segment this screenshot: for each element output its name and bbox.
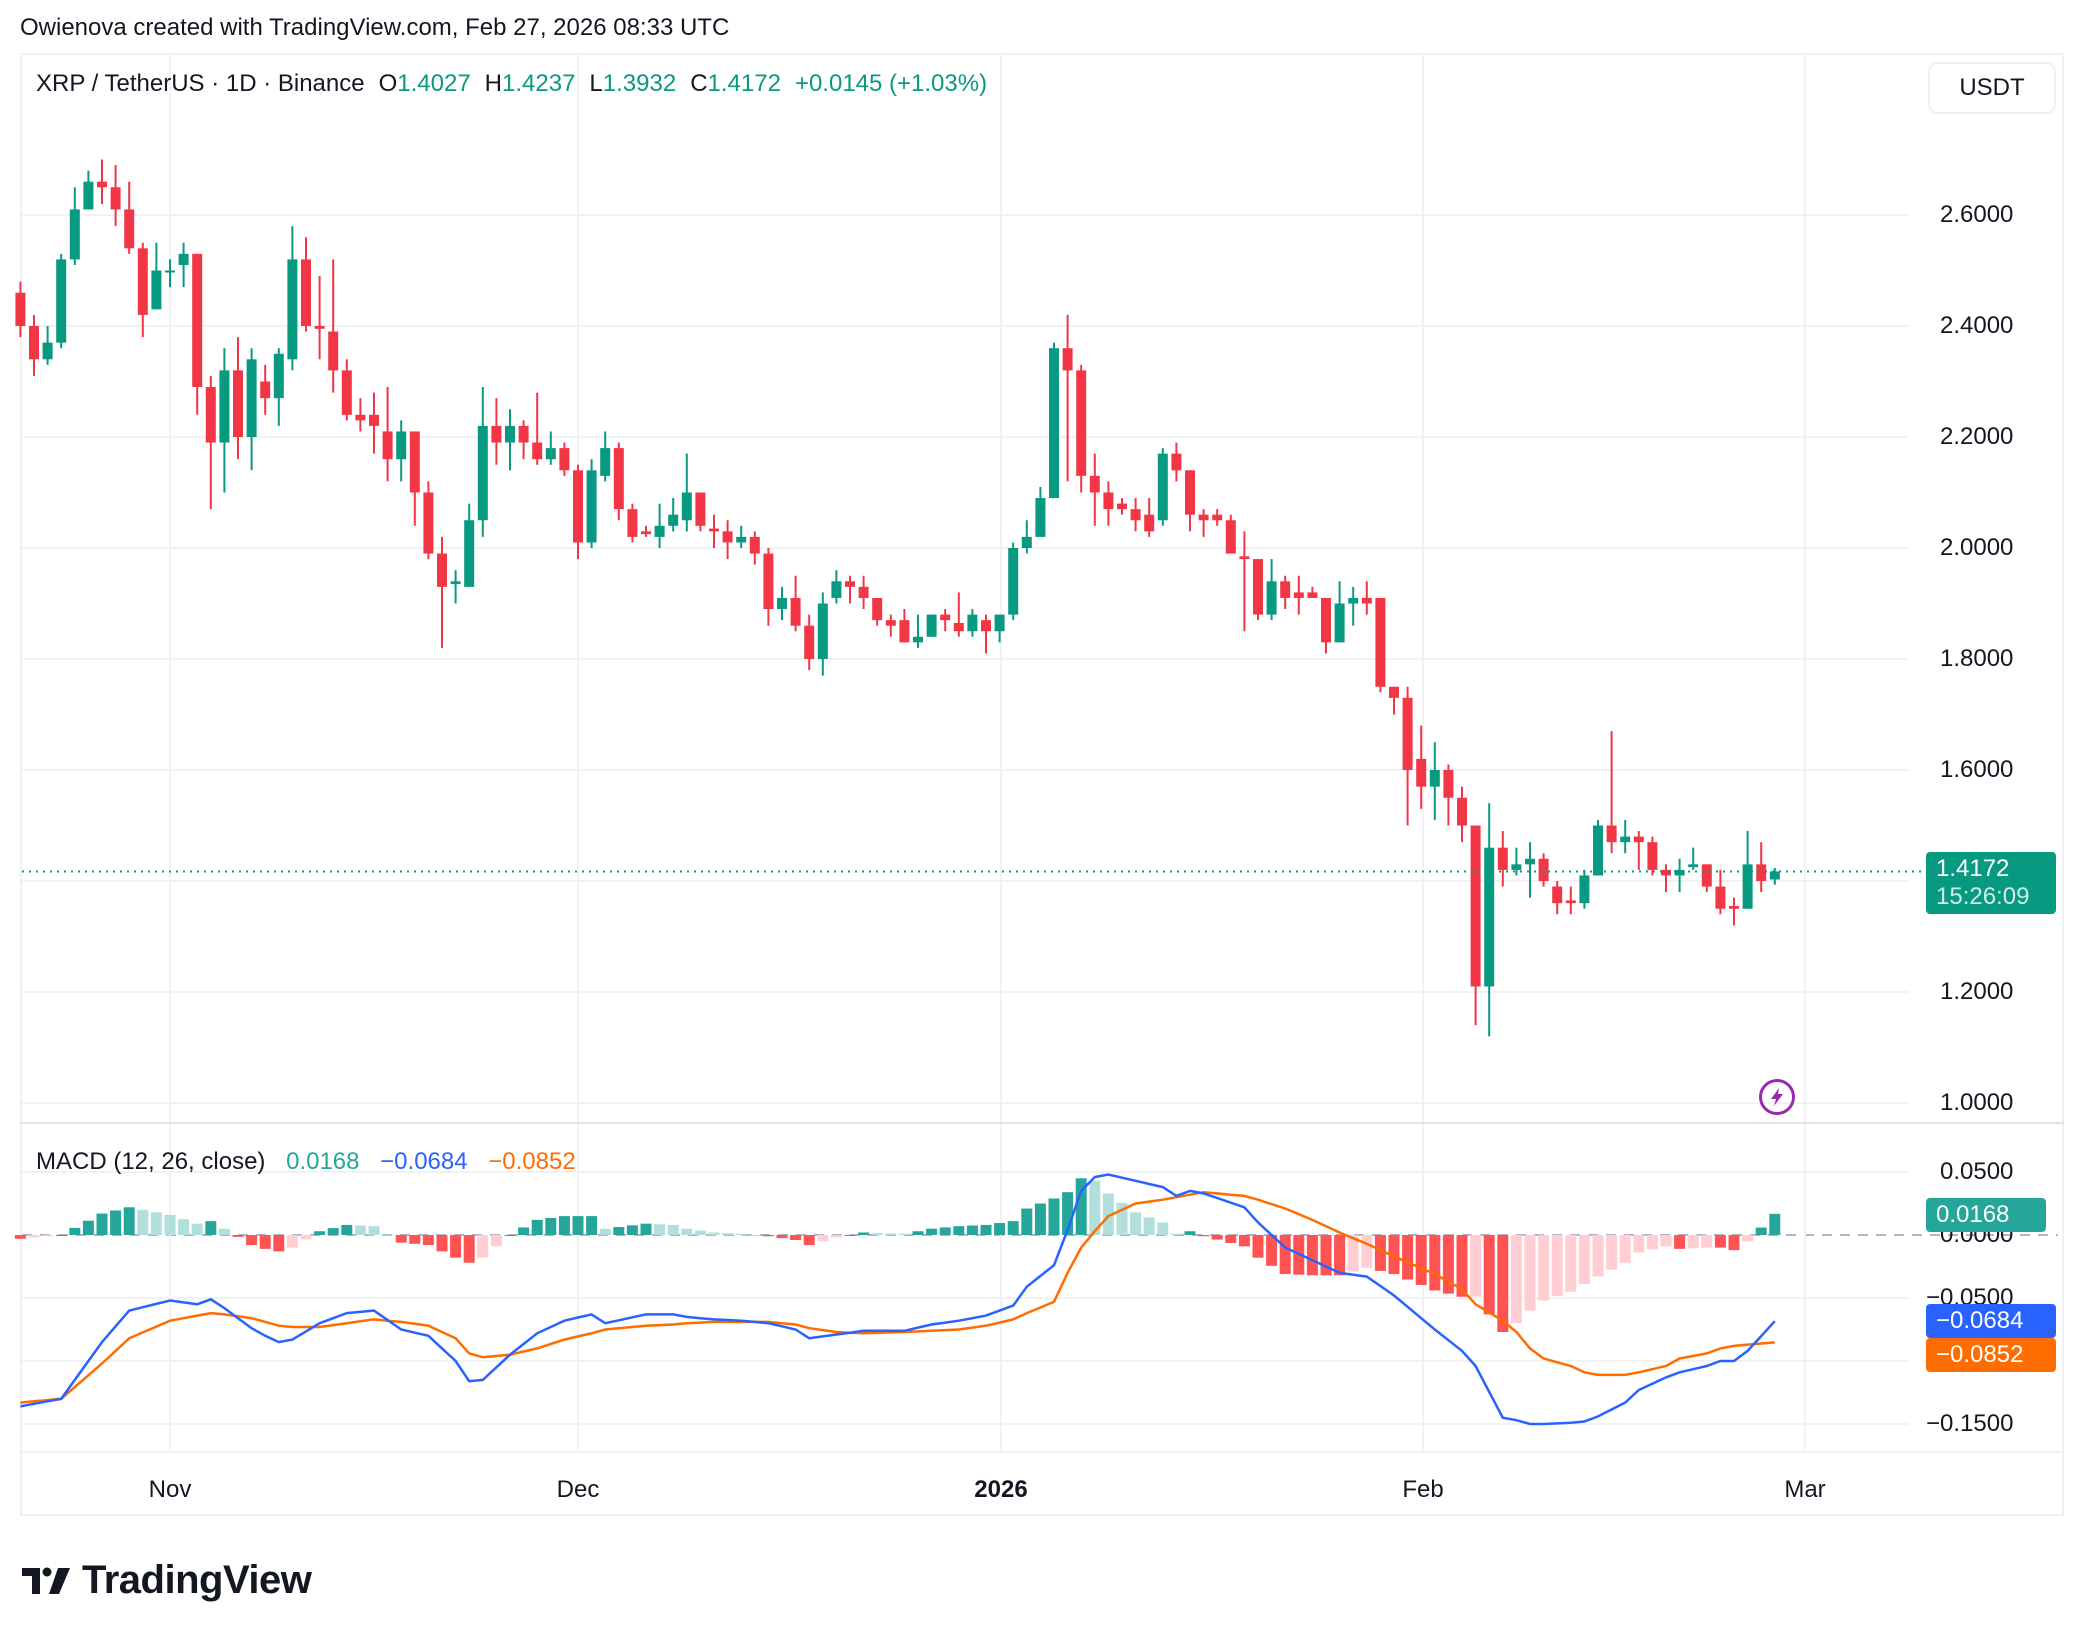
price-axis-label: 1.8000: [1940, 645, 2014, 672]
current-price: 1.4172: [1936, 855, 2010, 882]
time-axis-label: Mar: [1784, 1476, 1826, 1503]
price-axis-label: 1.6000: [1940, 756, 2014, 783]
price-axis-label: 2.2000: [1940, 423, 2014, 450]
time-axis-label: 2026: [974, 1476, 1028, 1503]
macd-line: [20, 1173, 1776, 1426]
candles: [15, 159, 1780, 1037]
macd-line-value: −0.0684: [380, 1148, 468, 1175]
macd-axis-label: −0.1500: [1926, 1410, 2014, 1437]
chart-credit: Owienova created with TradingView.com, F…: [20, 14, 730, 41]
close-label: C: [690, 70, 708, 97]
macd-histogram-value: 0.0168: [286, 1148, 360, 1175]
macd-signal-value: −0.0852: [488, 1148, 576, 1175]
open-label: O: [378, 70, 398, 97]
open-value: 1.4027: [397, 70, 471, 97]
tradingview-logo-icon: [22, 1567, 70, 1594]
close-value: 1.4172: [707, 70, 781, 97]
change-value: +0.0145 (+1.03%): [794, 70, 988, 97]
low-label: L: [589, 70, 603, 97]
symbol-title[interactable]: XRP / TetherUS · 1D · Binance: [36, 70, 365, 97]
price-axis-label: 1.2000: [1940, 978, 2014, 1005]
low-value: 1.3932: [602, 70, 677, 97]
macd-title[interactable]: MACD (12, 26, close): [36, 1148, 266, 1175]
bar-countdown: 15:26:09: [1936, 883, 2030, 910]
macd-axis-label: 0.0500: [1940, 1158, 2014, 1185]
currency-button[interactable]: USDT: [1928, 62, 2056, 114]
high-label: H: [484, 70, 503, 97]
current-price-badge: 1.4172 15:26:09: [1926, 852, 2056, 914]
time-axis-label: Feb: [1402, 1476, 1444, 1503]
brand-name: TradingView: [82, 1558, 312, 1602]
macd-legend: MACD (12, 26, close) 0.0168 −0.0684 −0.0…: [36, 1148, 576, 1176]
chart-frame: [20, 53, 2064, 1516]
high-value: 1.4237: [502, 70, 576, 97]
time-axis-label: Dec: [556, 1476, 600, 1503]
price-axis-label: 2.0000: [1940, 534, 2014, 561]
tradingview-logo[interactable]: TradingView: [22, 1558, 312, 1603]
price-axis-label: 1.0000: [1940, 1089, 2014, 1116]
lightning-icon[interactable]: [1759, 1079, 1795, 1115]
price-axis-label: 2.4000: [1940, 312, 2014, 339]
macd-histogram-badge: 0.0168: [1926, 1198, 2046, 1232]
macd-signal-badge: −0.0852: [1926, 1338, 2056, 1372]
macd-histogram: [14, 1178, 1781, 1333]
price-axis-label: 2.6000: [1940, 201, 2014, 228]
time-axis-label: Nov: [148, 1476, 192, 1503]
macd-line-badge: −0.0684: [1926, 1304, 2056, 1338]
